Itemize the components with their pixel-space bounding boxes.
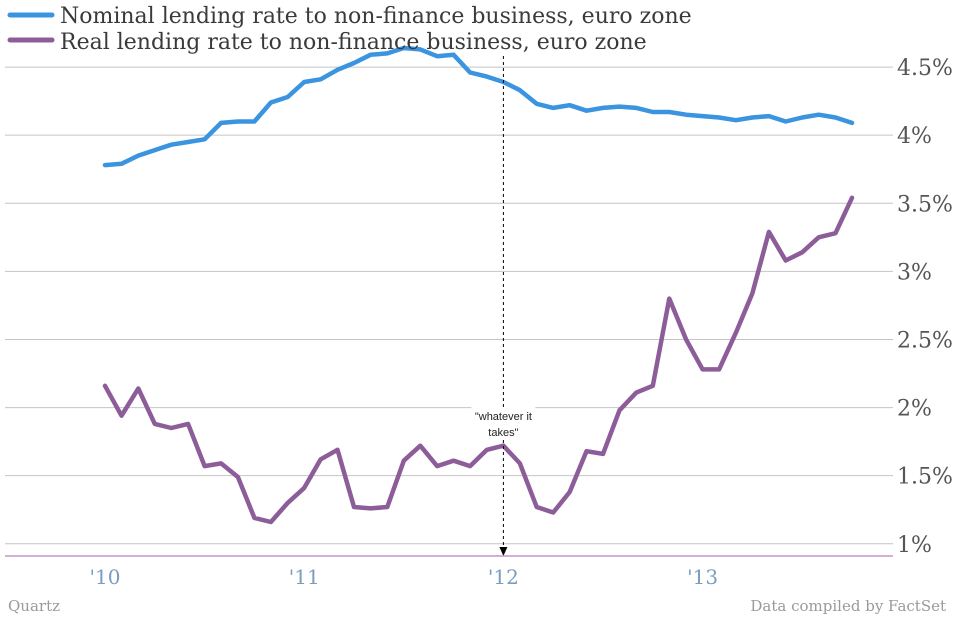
annotation-label-line-1: "whatever it [475,411,532,423]
x-tick-label: '13 [687,565,718,589]
y-tick-label: 1.5% [897,465,953,490]
y-tick-label: 4% [897,124,932,149]
legend-label-nominal: Nominal lending rate to non-finance busi… [60,4,692,29]
annotation-arrowhead [499,547,508,556]
legend-label-real: Real lending rate to non-finance busines… [60,30,647,55]
legend-item-real: Real lending rate to non-finance busines… [7,30,647,55]
series-lines [102,45,855,525]
x-axis-ticks: '10 '11 '12 '13 [90,565,719,589]
gridlines [5,66,893,545]
legend: Nominal lending rate to non-finance busi… [7,4,692,55]
y-tick-label: 3% [897,260,932,285]
legend-item-nominal: Nominal lending rate to non-finance busi… [7,4,692,29]
footer-source-right: Data compiled by FactSet [750,597,946,615]
y-tick-label: 3.5% [897,192,953,217]
x-tick-label: '11 [289,565,320,589]
x-tick-label: '10 [90,565,121,589]
annotation-label-line-2: takes" [488,427,518,439]
y-tick-label: 4.5% [897,56,953,81]
annotation-whatever-it-takes: "whatever it takes" [471,56,536,556]
series-line-nominal [102,45,855,168]
y-tick-label: 2% [897,397,932,422]
y-axis-ticks: 1% 1.5% 2% 2.5% 3% 3.5% 4% 4.5% [897,56,953,558]
y-tick-label: 1% [897,533,932,558]
series-line-real [102,195,855,525]
footer-source-left: Quartz [8,597,60,615]
annotation-label-background [471,407,536,439]
x-tick-label: '12 [488,565,519,589]
y-tick-label: 2.5% [897,328,953,353]
